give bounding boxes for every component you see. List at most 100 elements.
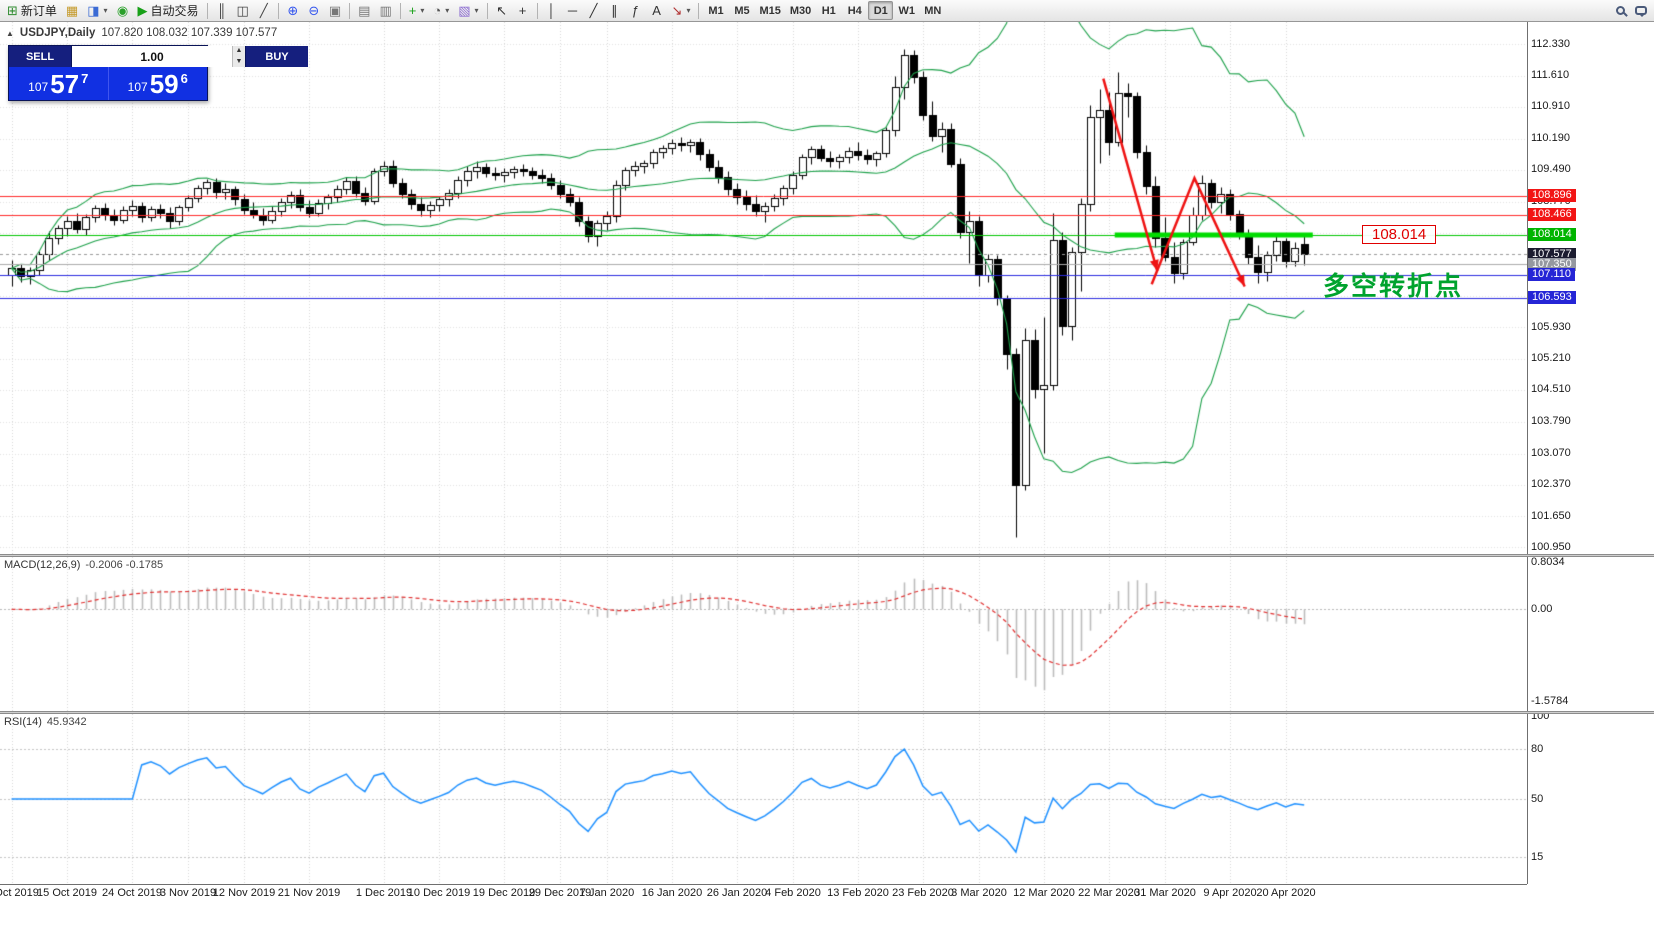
cursor-icon: ↖ — [496, 3, 507, 18]
price-marker: 107.350 — [1528, 258, 1576, 271]
volume-down-button[interactable]: ▼ — [233, 56, 245, 67]
periods-button-caret[interactable]: ▾ — [445, 6, 450, 15]
chat-button[interactable] — [1631, 1, 1651, 20]
timeframe-h1[interactable]: H1 — [821, 4, 836, 17]
timeframe-mn[interactable]: MN — [924, 4, 942, 17]
trendline-button[interactable]: ╱ — [584, 1, 604, 20]
turning-point-label[interactable]: 多空转折点 — [1323, 271, 1464, 301]
timeframe-m1[interactable]: M1 — [708, 4, 724, 17]
auto-trading-button[interactable]: ▶ 自动交易 — [134, 1, 203, 20]
buy-price-point: 6 — [180, 71, 188, 86]
date-axis-label: 9 Apr 2020 — [1203, 887, 1257, 899]
indicators-button[interactable]: + ▾ — [405, 1, 429, 20]
candle-chart-button[interactable]: ◫ — [233, 1, 253, 20]
date-axis-label: 7 Jan 2020 — [579, 887, 635, 899]
indicators-button-caret[interactable]: ▾ — [420, 6, 425, 15]
date-axis-label: 13 Feb 2020 — [827, 887, 889, 899]
new-order-button[interactable]: ⊞ 新订单 — [3, 1, 61, 20]
arrows-button-caret[interactable]: ▾ — [686, 6, 691, 15]
line-chart-button[interactable]: ╱ — [254, 1, 274, 20]
rsi-value: 45.9342 — [46, 716, 87, 728]
vertical-line-icon: │ — [547, 3, 556, 18]
periods-button[interactable]: ◔ ▾ — [429, 1, 453, 20]
tile-windows-icon: ▣ — [328, 3, 342, 18]
macd-pane: MACD(12,26,9) -0.2006 -0.1785 — [0, 557, 1527, 711]
vertical-line-button[interactable]: │ — [542, 1, 562, 20]
rsi-label: RSI(14) 45.9342 — [4, 716, 87, 728]
volume-spin-buttons: ▲ ▼ — [232, 46, 245, 67]
price-chart-canvas[interactable] — [0, 22, 1527, 554]
macd-canvas[interactable] — [0, 557, 1527, 711]
timeframe-m30[interactable]: M30 — [789, 4, 812, 17]
arrows-button[interactable]: ↘ ▾ — [668, 1, 695, 20]
trade-panel-top-row: SELL ▲ ▼ BUY — [9, 46, 308, 67]
pane-divider-macd[interactable] — [0, 554, 1654, 557]
terminal-button[interactable]: ▥ — [375, 1, 395, 20]
macd-axis-tick: 0.8034 — [1531, 556, 1565, 568]
fibonacci-button[interactable]: ƒ — [626, 1, 646, 20]
volume-up-button[interactable]: ▲ — [233, 46, 245, 57]
profiles-button[interactable]: ◨ ▾ — [83, 1, 111, 20]
search-button[interactable] — [1610, 1, 1630, 20]
toolbar-separator — [486, 2, 488, 19]
bar-chart-icon: ║ — [216, 3, 227, 18]
text-button[interactable]: A — [647, 1, 667, 20]
templates-button[interactable]: ▧ ▾ — [454, 1, 482, 20]
price-axis-tick: 105.930 — [1531, 321, 1571, 333]
buy-button-caption[interactable]: BUY — [246, 46, 308, 67]
templates-button-caret[interactable]: ▾ — [474, 6, 479, 15]
chart-symbol-label: USDJPY,Daily — [19, 27, 96, 39]
profiles-icon: ◨ — [87, 3, 100, 18]
data-window-button[interactable]: ◉ — [113, 1, 133, 20]
buy-price-button[interactable]: 107 59 6 — [109, 67, 208, 100]
navigator-button[interactable]: ▤ — [354, 1, 374, 20]
price-marker: 108.466 — [1528, 208, 1576, 221]
date-axis-label: 1 Dec 2019 — [355, 887, 413, 899]
channel-button[interactable]: ∥ — [605, 1, 625, 20]
rsi-axis-tick: 15 — [1531, 851, 1544, 863]
timeframe-w1[interactable]: W1 — [898, 4, 916, 17]
date-axis-label: 29 Dec 2019 — [528, 887, 592, 899]
zoom-out-icon: ⊖ — [308, 3, 320, 18]
navigator-icon: ▤ — [358, 3, 371, 18]
date-axis-label: 31 Mar 2020 — [1134, 887, 1196, 899]
price-marker: 107.110 — [1528, 268, 1575, 281]
price-axis-tick: 103.070 — [1531, 447, 1571, 459]
profiles-button-caret[interactable]: ▾ — [103, 6, 108, 15]
timeframe-d1[interactable]: D1 — [868, 1, 894, 20]
timeframe-m5[interactable]: M5 — [734, 4, 750, 17]
charts-window-button[interactable]: ▦ — [62, 1, 82, 20]
price-marker: 108.014 — [1528, 228, 1576, 241]
price-marker: 108.896 — [1528, 189, 1576, 202]
data-window-icon: ◉ — [116, 3, 129, 18]
macd-values: -0.2006 -0.1785 — [85, 559, 164, 571]
text-icon: A — [652, 3, 661, 18]
price-axis[interactable]: 112.330111.610110.910110.190109.490108.7… — [1527, 22, 1654, 884]
rsi-canvas[interactable] — [0, 714, 1527, 884]
price-marker: 107.577 — [1528, 248, 1576, 261]
cursor-button[interactable]: ↖ — [492, 1, 512, 20]
zoom-in-button[interactable]: ⊕ — [283, 1, 303, 20]
price-axis-tick: 105.210 — [1531, 352, 1571, 364]
buy-price-prefix: 107 — [127, 80, 148, 94]
price-axis-tick: 110.910 — [1531, 100, 1570, 112]
pane-divider-rsi[interactable] — [0, 711, 1654, 714]
sell-price-button[interactable]: 107 57 7 — [9, 67, 109, 100]
fibonacci-icon: ƒ — [631, 3, 640, 18]
trendline-icon: ╱ — [589, 3, 598, 18]
bar-chart-button[interactable]: ║ — [212, 1, 232, 20]
crosshair-icon: + — [518, 3, 527, 18]
date-axis-label: 22 Mar 2020 — [1078, 887, 1140, 899]
zoom-out-button[interactable]: ⊖ — [304, 1, 324, 20]
arrows-icon: ↘ — [671, 3, 683, 18]
price-level-callout[interactable]: 108.014 — [1362, 225, 1437, 244]
timeframe-h4[interactable]: H4 — [847, 4, 862, 17]
tile-windows-button[interactable]: ▣ — [325, 1, 345, 20]
toolbar: ⊞ 新订单 ▦ ◨ ▾ ◉ ▶ 自动交易 ║ ◫ ╱ ⊕ ⊖ ▣ ▤ ▥ + ▾ ◔ ▾ ▧ ▾ ↖ + │ ─ ╱ ∥ ƒ A ↘ ▾ M1 M… — [0, 0, 1654, 22]
timeframe-m15[interactable]: M15 — [759, 4, 781, 17]
sell-button-caption[interactable]: SELL — [9, 46, 71, 67]
crosshair-button[interactable]: + — [513, 1, 533, 20]
volume-input[interactable] — [72, 46, 232, 67]
horizontal-line-button[interactable]: ─ — [563, 1, 583, 20]
